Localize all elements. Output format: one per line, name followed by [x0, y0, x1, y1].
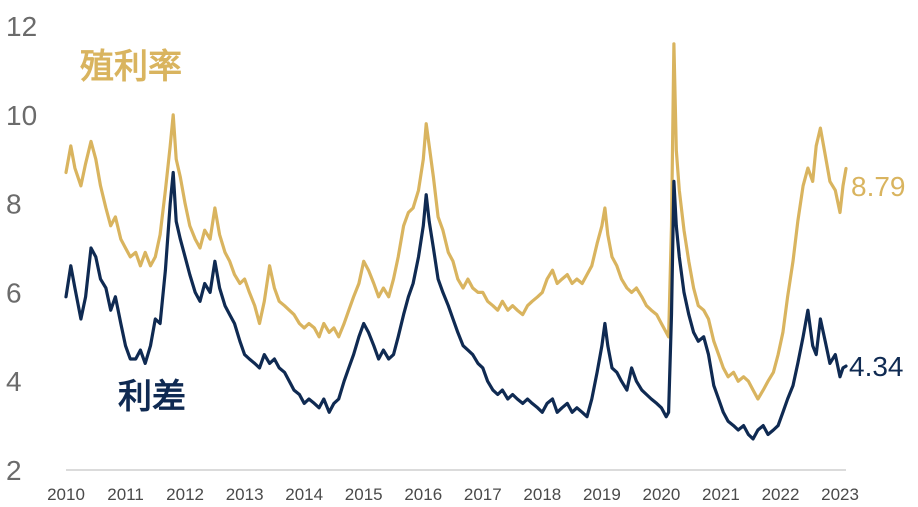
x-tick-label-4: 2014 — [285, 485, 323, 504]
x-tick-label-12: 2022 — [762, 485, 800, 504]
x-tick-label-3: 2013 — [226, 485, 264, 504]
series-label-yield: 殖利率 — [80, 47, 182, 87]
y-tick-label-1: 4 — [6, 366, 22, 397]
x-tick-label-10: 2020 — [643, 485, 681, 504]
x-tick-label-5: 2015 — [345, 485, 383, 504]
y-tick-label-4: 10 — [6, 100, 37, 131]
x-axis-ticks: 2010 2011 2012 2013 2014 2015 2016 2017 2018 2019… — [47, 485, 859, 504]
x-tick-label-0: 2010 — [47, 485, 85, 504]
x-tick-label-7: 2017 — [464, 485, 502, 504]
end-value-spread: 4.34 — [849, 351, 904, 382]
series-line-spread — [64, 170, 848, 441]
x-tick-label-13: 2023 — [821, 485, 859, 504]
x-tick-label-6: 2016 — [404, 485, 442, 504]
y-tick-label-2: 6 — [6, 277, 22, 308]
y-tick-label-5: 12 — [6, 11, 37, 42]
x-tick-label-1: 2011 — [107, 485, 144, 504]
x-tick-label-2: 2012 — [166, 485, 204, 504]
x-tick-label-8: 2018 — [523, 485, 561, 504]
x-tick-label-11: 2021 — [702, 485, 740, 504]
y-tick-label-0: 2 — [6, 455, 22, 486]
series-line-yield — [64, 42, 848, 401]
series-lines — [64, 42, 848, 441]
x-tick-label-9: 2019 — [583, 485, 621, 504]
y-tick-label-3: 8 — [6, 189, 22, 220]
end-value-yield: 8.79 — [851, 171, 906, 202]
y-axis-ticks: 2 4 6 8 10 12 — [6, 11, 37, 486]
series-label-spread: 利差 — [118, 377, 186, 417]
